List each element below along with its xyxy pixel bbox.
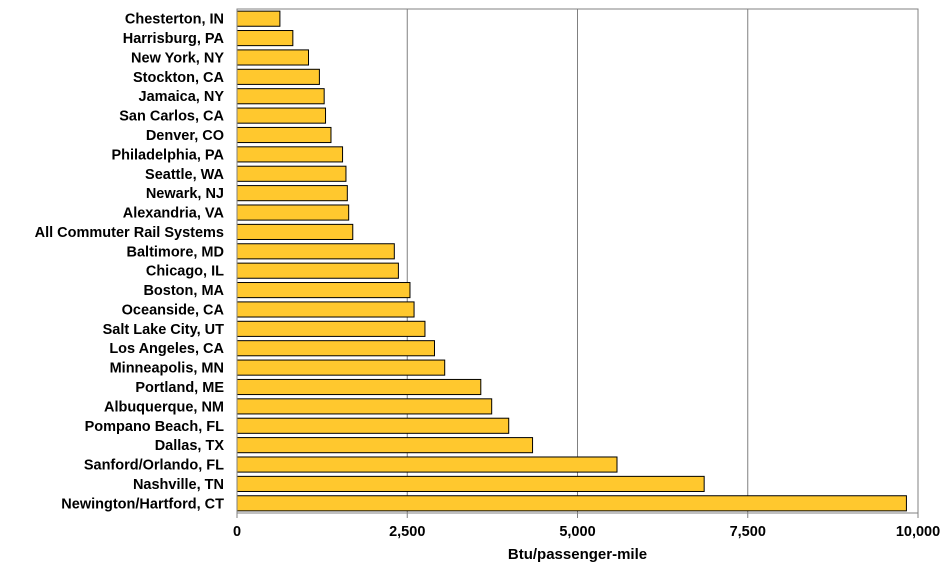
bar: [236, 456, 618, 473]
x-tick-label: 0: [233, 524, 241, 540]
bar: [236, 301, 415, 318]
category-label: Pompano Beach, FL: [85, 419, 225, 435]
bar: [236, 378, 482, 396]
bar: [236, 223, 354, 240]
x-tick-labels: 0 2,500 5,000 7,500 10,000: [233, 524, 940, 540]
category-label: Chicago, IL: [146, 264, 224, 280]
bar: [236, 417, 510, 434]
bars: [236, 10, 907, 512]
category-label: Chesterton, IN: [125, 12, 224, 28]
category-label: Minneapolis, MN: [110, 361, 224, 377]
category-label: Nashville, TN: [133, 477, 224, 493]
category-label: Salt Lake City, UT: [103, 322, 225, 338]
category-label: Philadelphia, PA: [111, 147, 224, 163]
bar: [236, 185, 348, 202]
category-label: Dallas, TX: [155, 438, 225, 454]
bar: [236, 165, 347, 182]
bar: [236, 282, 411, 299]
bar: [236, 68, 320, 85]
category-label: Oceanside, CA: [122, 302, 225, 318]
x-tick-label: 10,000: [896, 524, 940, 540]
bar: [236, 340, 435, 357]
x-tick-label: 5,000: [559, 524, 595, 540]
category-label: Boston, MA: [143, 283, 224, 299]
bar: [236, 495, 907, 512]
category-label: Albuquerque, NM: [104, 399, 224, 415]
category-label: Seattle, WA: [145, 167, 224, 183]
plot-area-frame: [236, 8, 919, 514]
bar: [236, 262, 399, 279]
category-label: San Carlos, CA: [119, 109, 224, 125]
category-label: Stockton, CA: [133, 70, 225, 86]
bar: [236, 10, 281, 27]
bar: [236, 88, 325, 105]
bar: [236, 204, 350, 221]
bar: [236, 437, 534, 454]
category-label: New York, NY: [131, 50, 224, 66]
bar: [236, 107, 327, 124]
category-label: All Commuter Rail Systems: [35, 225, 224, 241]
bar: [236, 398, 493, 415]
x-axis-title: Btu/passenger-mile: [508, 546, 647, 563]
bar: [236, 359, 446, 376]
category-label: Portland, ME: [135, 380, 224, 396]
category-label: Jamaica, NY: [139, 89, 225, 105]
category-label: Baltimore, MD: [127, 244, 225, 260]
category-label: Los Angeles, CA: [109, 341, 224, 357]
bar: [236, 320, 426, 337]
category-label: Sanford/Orlando, FL: [84, 458, 224, 474]
bar: [236, 243, 395, 260]
x-tick-label: 7,500: [730, 524, 766, 540]
bar: [236, 49, 310, 66]
bar: [236, 146, 344, 163]
bar: [236, 475, 705, 492]
category-label: Alexandria, VA: [123, 206, 225, 222]
category-label: Denver, CO: [146, 128, 224, 144]
category-label: Harrisburg, PA: [123, 31, 225, 47]
bar: [236, 30, 294, 47]
bar: [236, 126, 332, 144]
x-tick-label: 2,500: [389, 524, 425, 540]
category-label: Newark, NJ: [146, 186, 224, 202]
category-label: Newington/Hartford, CT: [61, 496, 224, 512]
category-labels: Chesterton, IN Harrisburg, PA New York, NY…: [35, 12, 225, 513]
